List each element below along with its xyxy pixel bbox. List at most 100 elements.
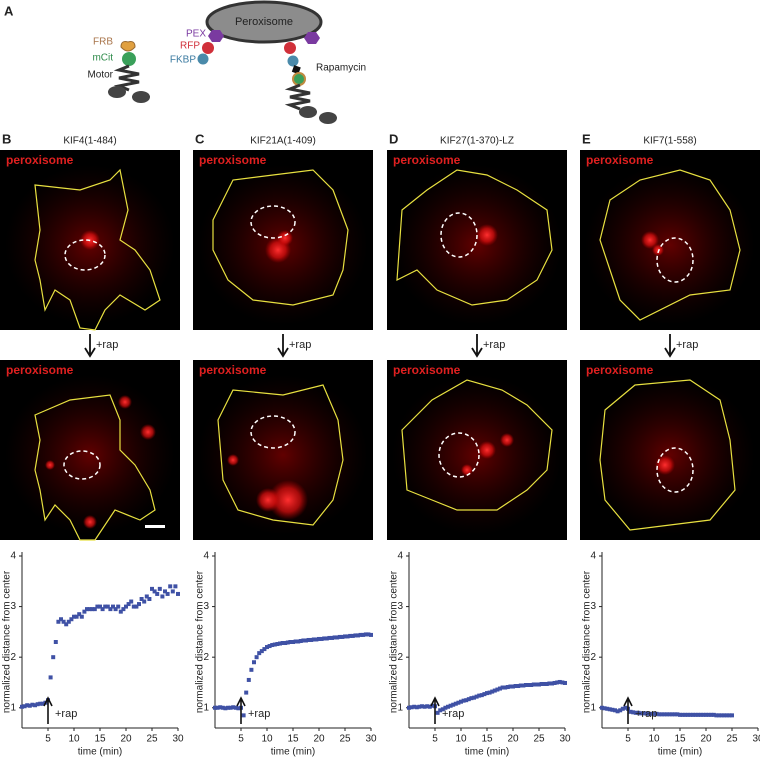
data-point <box>90 607 95 612</box>
image-label: peroxisome <box>393 153 461 167</box>
fluorescence <box>83 515 97 529</box>
data-point <box>513 684 518 689</box>
data-point <box>688 712 693 717</box>
mcit-shape <box>292 72 306 86</box>
data-point <box>531 682 536 687</box>
micrograph: peroxisome <box>580 360 760 540</box>
micrograph: peroxisome <box>0 150 180 331</box>
data-point <box>409 705 414 710</box>
data-point <box>108 607 113 612</box>
rap-arrow <box>236 696 246 724</box>
x-tick-label: 30 <box>752 734 760 745</box>
image-label: peroxisome <box>199 153 267 167</box>
data-point <box>249 667 254 672</box>
data-point <box>417 704 422 709</box>
fluorescence <box>140 424 156 440</box>
data-point <box>508 684 513 689</box>
data-point <box>552 680 557 685</box>
data-point <box>244 690 249 695</box>
x-tick-label: 5 <box>432 734 438 745</box>
x-axis-label: time (min) <box>465 747 509 758</box>
annotation: +rap <box>442 708 464 720</box>
data-point <box>330 635 334 640</box>
haze <box>585 165 755 325</box>
data-point <box>422 704 427 709</box>
data-point <box>116 604 121 609</box>
panel-letter: D <box>389 131 398 146</box>
data-point <box>529 683 534 687</box>
data-point <box>356 633 360 638</box>
y-tick-label: 1 <box>203 702 209 713</box>
data-point <box>487 690 492 695</box>
fluorescence <box>652 244 664 256</box>
data-point <box>446 704 450 709</box>
data-point <box>610 707 615 712</box>
data-point <box>698 712 703 717</box>
data-point <box>265 645 269 650</box>
data-point <box>714 713 719 718</box>
panel-letter: E <box>582 131 591 146</box>
data-point <box>358 632 363 637</box>
frb-label: FRB <box>93 37 113 48</box>
panel-title: KIF4(1-484) <box>63 136 116 147</box>
data-point <box>717 713 721 718</box>
data-point <box>704 712 708 717</box>
data-point <box>111 604 115 609</box>
rap-arrow <box>623 696 633 724</box>
data-point <box>288 640 293 644</box>
data-point <box>280 641 285 646</box>
data-point <box>547 681 552 686</box>
data-point <box>633 710 638 715</box>
data-point <box>683 712 688 717</box>
x-tick-label: 30 <box>172 734 184 745</box>
data-point <box>301 638 306 643</box>
rap-arrow <box>43 696 53 724</box>
data-point <box>142 599 147 604</box>
data-point <box>332 635 337 640</box>
data-point <box>680 712 685 717</box>
fkbp-shape <box>197 53 209 65</box>
panel: B KIF4(1-484) peroxisome +rap peroxisome 1 2 3 4… <box>0 131 184 758</box>
data-point <box>605 706 610 711</box>
data-point <box>461 698 466 703</box>
data-point <box>139 597 144 601</box>
data-point <box>283 641 288 646</box>
data-point <box>35 702 40 707</box>
x-tick-label: 10 <box>648 734 660 745</box>
data-point <box>670 712 675 717</box>
y-axis-label: normalized distance from center <box>389 570 400 713</box>
data-point <box>223 706 228 711</box>
data-point <box>82 609 87 614</box>
data-point <box>134 604 139 609</box>
data-point <box>38 701 43 706</box>
y-tick-label: 4 <box>203 551 209 562</box>
y-tick-label: 4 <box>10 551 16 562</box>
data-point <box>121 607 126 612</box>
data-point <box>25 703 30 708</box>
data-point <box>176 591 180 596</box>
panel-title: KIF21A(1-409) <box>250 136 316 147</box>
micrograph: peroxisome <box>387 360 567 540</box>
y-axis-label: normalized distance from center <box>582 570 593 713</box>
data-point <box>665 712 669 717</box>
data-point <box>521 683 526 688</box>
data-point <box>469 696 474 701</box>
data-point <box>675 712 680 717</box>
data-point <box>466 697 471 702</box>
data-point <box>435 710 440 715</box>
data-point <box>66 619 71 624</box>
y-tick-label: 4 <box>590 551 596 562</box>
annotation: +rap <box>55 708 77 720</box>
data-point <box>215 705 220 710</box>
step-arrow <box>471 334 483 358</box>
fluorescence <box>461 464 473 476</box>
data-point <box>137 602 141 607</box>
data-point <box>296 639 301 644</box>
data-point <box>474 694 479 699</box>
data-point <box>343 634 347 639</box>
rapamycin-shape <box>291 65 301 75</box>
data-point <box>59 617 63 622</box>
data-point <box>322 636 327 641</box>
nucleus-outline <box>250 415 296 449</box>
